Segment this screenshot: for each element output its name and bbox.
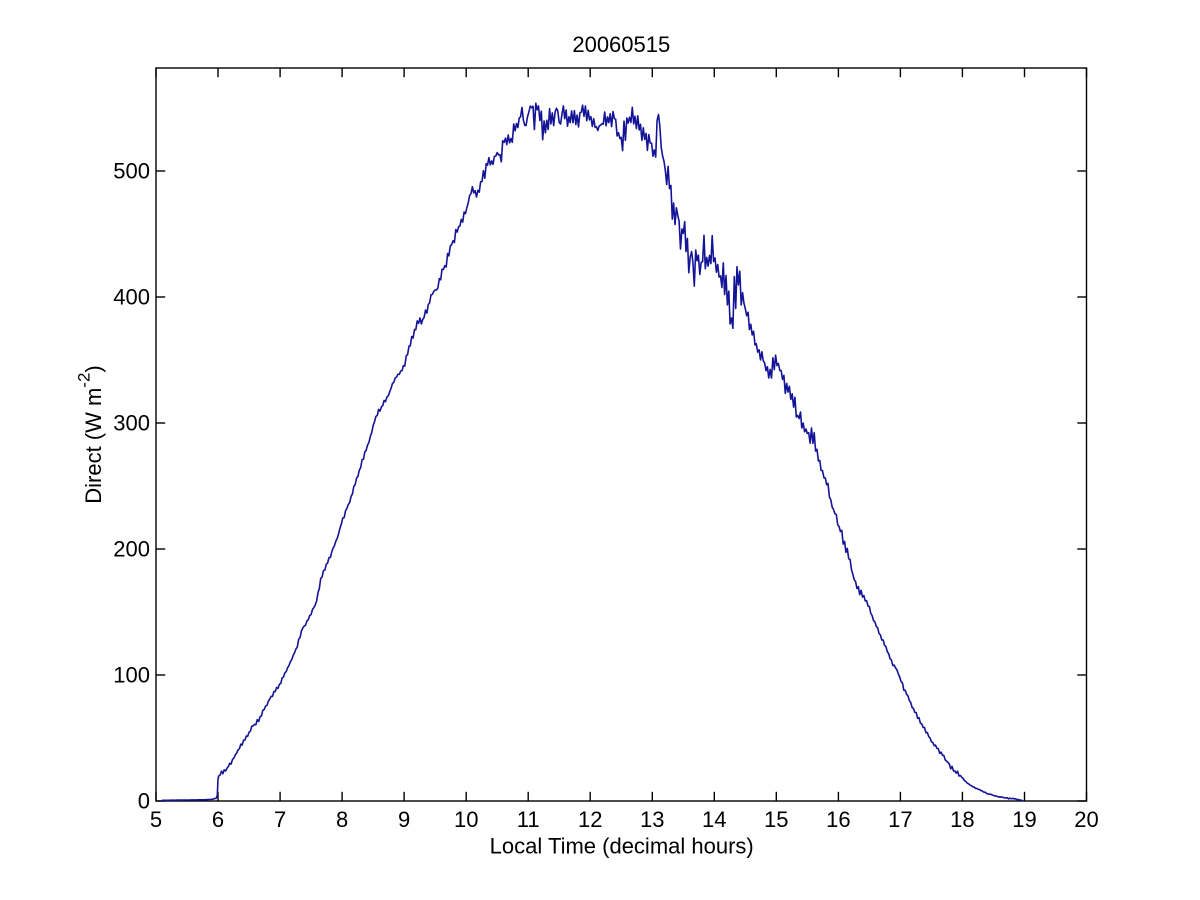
- svg-text:12: 12: [578, 807, 602, 832]
- svg-text:13: 13: [640, 807, 664, 832]
- svg-text:300: 300: [113, 411, 150, 436]
- svg-text:16: 16: [826, 807, 850, 832]
- svg-text:5: 5: [150, 807, 162, 832]
- svg-text:7: 7: [274, 807, 286, 832]
- svg-text:20: 20: [1074, 807, 1098, 832]
- svg-text:400: 400: [113, 285, 150, 310]
- svg-text:200: 200: [113, 537, 150, 562]
- svg-text:14: 14: [702, 807, 726, 832]
- svg-text:17: 17: [888, 807, 912, 832]
- svg-text:19: 19: [1012, 807, 1036, 832]
- svg-text:10: 10: [454, 807, 478, 832]
- svg-text:18: 18: [950, 807, 974, 832]
- svg-text:Local Time (decimal hours): Local Time (decimal hours): [490, 834, 754, 859]
- svg-text:15: 15: [764, 807, 788, 832]
- svg-text:100: 100: [113, 663, 150, 688]
- svg-text:11: 11: [517, 807, 540, 832]
- svg-text:8: 8: [336, 807, 348, 832]
- svg-text:20060515: 20060515: [572, 32, 670, 57]
- svg-text:500: 500: [113, 159, 150, 184]
- svg-text:0: 0: [138, 789, 150, 814]
- svg-text:9: 9: [398, 807, 410, 832]
- svg-text:6: 6: [212, 807, 224, 832]
